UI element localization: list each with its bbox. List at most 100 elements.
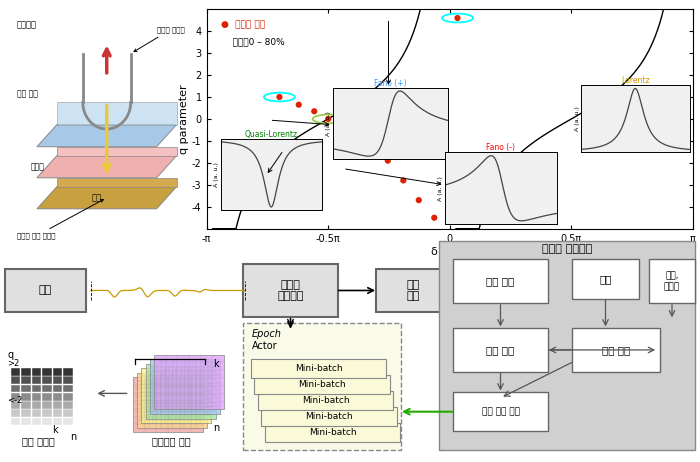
Bar [52, 377, 62, 384]
Point [382, 157, 393, 164]
Text: 파브리 페로 공진기: 파브리 페로 공진기 [17, 200, 104, 239]
Y-axis label: A (a. u.): A (a. u.) [438, 176, 443, 201]
Text: n: n [214, 423, 220, 433]
Point [359, 137, 370, 145]
FancyBboxPatch shape [258, 391, 393, 410]
Bar [42, 368, 52, 376]
Text: k: k [214, 359, 219, 369]
Bar [32, 385, 41, 393]
FancyBboxPatch shape [572, 259, 639, 299]
Text: n: n [70, 432, 76, 442]
Text: 파노 상수 선정: 파노 상수 선정 [482, 407, 519, 416]
Bar [63, 393, 73, 401]
FancyBboxPatch shape [141, 368, 211, 423]
Point [293, 101, 304, 109]
Title: Fano (+): Fano (+) [374, 79, 407, 88]
Bar [10, 418, 20, 426]
Text: 두께,
다공성: 두께, 다공성 [664, 272, 680, 291]
Bar [52, 418, 62, 426]
Polygon shape [37, 187, 176, 209]
Bar [52, 401, 62, 409]
Text: Mini-batch: Mini-batch [302, 396, 349, 405]
Text: 금속: 금속 [92, 193, 102, 202]
FancyBboxPatch shape [453, 259, 548, 303]
Bar [52, 385, 62, 393]
Bar [21, 377, 31, 384]
Polygon shape [57, 178, 176, 187]
FancyBboxPatch shape [453, 328, 548, 372]
Y-axis label: A (a. u.): A (a. u.) [326, 111, 331, 136]
FancyBboxPatch shape [439, 241, 695, 450]
FancyBboxPatch shape [261, 407, 397, 426]
Text: 구조 변경: 구조 변경 [602, 345, 630, 355]
Bar [10, 409, 20, 417]
Polygon shape [57, 147, 176, 156]
Point [323, 116, 334, 123]
FancyBboxPatch shape [137, 373, 207, 428]
Text: 피드백 프로세스: 피드백 프로세스 [542, 244, 592, 254]
Bar [63, 385, 73, 393]
Point [452, 14, 463, 22]
Title: Quasi-Lorentz: Quasi-Lorentz [245, 129, 298, 139]
FancyBboxPatch shape [243, 323, 401, 450]
FancyBboxPatch shape [243, 264, 338, 317]
FancyBboxPatch shape [572, 328, 660, 372]
Text: 절연체: 절연체 [31, 162, 45, 171]
Text: Mini-batch: Mini-batch [309, 428, 356, 437]
Polygon shape [57, 103, 176, 125]
Text: 파노 공진: 파노 공진 [17, 89, 38, 98]
Bar [32, 409, 41, 417]
Text: 디자인
스펙트럼: 디자인 스펙트럼 [277, 280, 304, 301]
Bar [21, 418, 31, 426]
Bar [32, 393, 41, 401]
Text: Actor: Actor [252, 341, 278, 351]
Bar [52, 393, 62, 401]
FancyBboxPatch shape [133, 377, 203, 432]
Bar [42, 401, 52, 409]
Bar [63, 377, 73, 384]
Y-axis label: q parameter: q parameter [179, 84, 189, 154]
Bar [32, 401, 41, 409]
Point [370, 146, 382, 153]
Bar [21, 409, 31, 417]
Text: Mini-batch: Mini-batch [298, 380, 346, 389]
Text: 코드 마스크: 코드 마스크 [22, 437, 55, 446]
Text: 타겟: 타겟 [39, 286, 52, 296]
FancyBboxPatch shape [146, 364, 216, 419]
FancyBboxPatch shape [150, 359, 220, 414]
Text: 물질: 물질 [599, 274, 612, 284]
Bar [21, 385, 31, 393]
Point [347, 129, 358, 137]
Text: 다공성층: 다공성층 [17, 20, 37, 29]
Point [336, 123, 347, 130]
Text: 구조 모델: 구조 모델 [486, 276, 514, 286]
Point [274, 93, 285, 101]
FancyBboxPatch shape [453, 392, 548, 432]
Bar [42, 377, 52, 384]
FancyBboxPatch shape [251, 359, 386, 378]
Text: Mini-batch: Mini-batch [295, 364, 342, 373]
Bar [42, 393, 52, 401]
Text: >2: >2 [7, 359, 20, 368]
Bar [21, 393, 31, 401]
FancyBboxPatch shape [154, 354, 224, 409]
Bar [63, 418, 73, 426]
Text: Mini-batch: Mini-batch [305, 412, 353, 421]
Text: 위상 차이: 위상 차이 [486, 345, 514, 355]
Bar [42, 385, 52, 393]
Text: 손실
조절: 손실 조절 [407, 280, 419, 301]
Point [428, 214, 440, 221]
Text: 다공앑0 – 80%: 다공앑0 – 80% [221, 38, 285, 47]
Bar [10, 385, 20, 393]
Point [309, 108, 320, 115]
Point [413, 196, 424, 204]
Bar [32, 418, 41, 426]
FancyBboxPatch shape [5, 268, 86, 312]
Bar [10, 401, 20, 409]
Bar [63, 368, 73, 376]
Bar [52, 368, 62, 376]
Bar [52, 409, 62, 417]
FancyBboxPatch shape [254, 375, 390, 394]
Text: ●  고흡수 매질: ● 고흡수 매질 [221, 20, 265, 29]
Title: Lorentz: Lorentz [621, 76, 650, 85]
